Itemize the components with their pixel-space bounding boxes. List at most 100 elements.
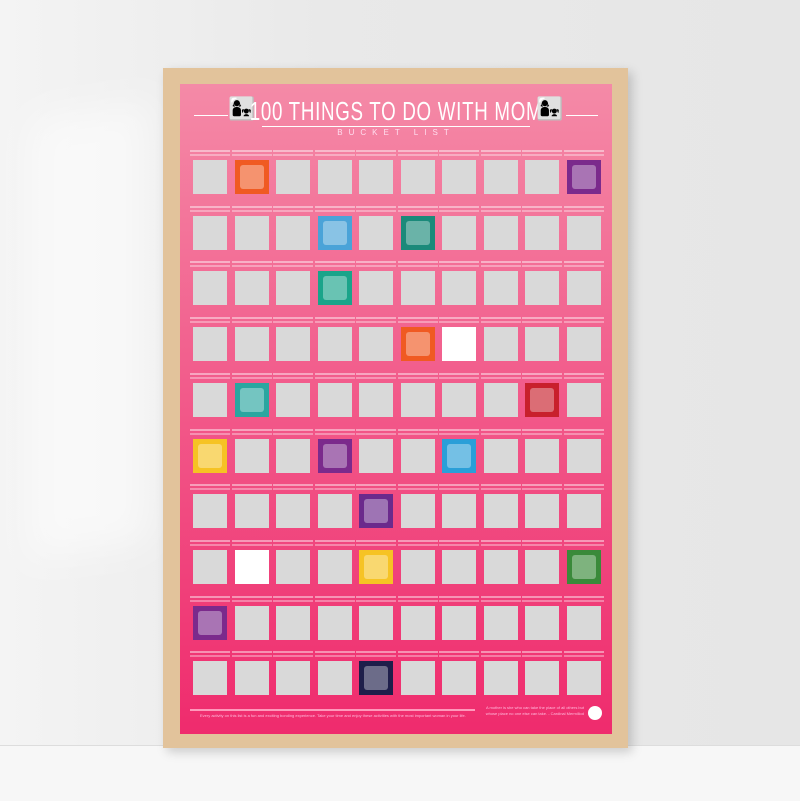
scratch-square[interactable] xyxy=(483,271,518,306)
scratch-square[interactable] xyxy=(566,549,601,584)
scratch-square[interactable] xyxy=(442,215,476,250)
scratch-square[interactable] xyxy=(525,549,559,584)
scratch-square[interactable] xyxy=(317,605,352,640)
scratch-square[interactable] xyxy=(566,327,601,362)
scratch-square[interactable] xyxy=(234,549,269,584)
scratch-square[interactable] xyxy=(317,661,352,696)
scratch-square[interactable] xyxy=(234,327,269,362)
scratch-square[interactable] xyxy=(400,438,435,473)
scratch-square[interactable] xyxy=(400,382,435,417)
scratch-square[interactable] xyxy=(483,549,518,584)
scratch-square[interactable] xyxy=(234,215,269,250)
scratch-square[interactable] xyxy=(193,271,227,306)
scratch-square[interactable] xyxy=(566,382,601,417)
scratch-square[interactable] xyxy=(525,382,559,417)
scratch-square[interactable] xyxy=(359,438,393,473)
scratch-square[interactable] xyxy=(276,327,310,362)
scratch-square[interactable] xyxy=(234,661,269,696)
scratch-square[interactable] xyxy=(400,215,435,250)
scratch-square[interactable] xyxy=(317,215,352,250)
scratch-square[interactable] xyxy=(566,160,601,194)
scratch-square[interactable] xyxy=(483,160,518,194)
scratch-square[interactable] xyxy=(400,327,435,362)
scratch-square[interactable] xyxy=(317,549,352,584)
scratch-square[interactable] xyxy=(234,494,269,529)
scratch-square[interactable] xyxy=(359,382,393,417)
scratch-square[interactable] xyxy=(566,494,601,529)
scratch-square[interactable] xyxy=(483,438,518,473)
scratch-square[interactable] xyxy=(193,327,227,362)
scratch-square[interactable] xyxy=(442,271,476,306)
scratch-square[interactable] xyxy=(483,215,518,250)
scratch-square[interactable] xyxy=(276,661,310,696)
scratch-square[interactable] xyxy=(193,160,227,194)
scratch-square[interactable] xyxy=(317,271,352,306)
scratch-square[interactable] xyxy=(400,271,435,306)
scratch-square[interactable] xyxy=(234,160,269,194)
scratch-square[interactable] xyxy=(359,327,393,362)
scratch-square[interactable] xyxy=(193,549,227,584)
scratch-square[interactable] xyxy=(193,605,227,640)
scratch-square[interactable] xyxy=(525,605,559,640)
scratch-square[interactable] xyxy=(276,271,310,306)
scratch-square[interactable] xyxy=(359,215,393,250)
scratch-square[interactable] xyxy=(317,382,352,417)
scratch-square[interactable] xyxy=(400,661,435,696)
scratch-square[interactable] xyxy=(525,494,559,529)
scratch-square[interactable] xyxy=(359,160,393,194)
scratch-square[interactable] xyxy=(234,271,269,306)
scratch-square[interactable] xyxy=(442,438,476,473)
scratch-square[interactable] xyxy=(400,494,435,529)
scratch-square[interactable] xyxy=(400,549,435,584)
scratch-square[interactable] xyxy=(525,271,559,306)
scratch-square[interactable] xyxy=(276,215,310,250)
scratch-square[interactable] xyxy=(234,438,269,473)
scratch-square[interactable] xyxy=(525,438,559,473)
scratch-square[interactable] xyxy=(442,661,476,696)
scratch-square[interactable] xyxy=(483,382,518,417)
scratch-square[interactable] xyxy=(276,549,310,584)
scratch-square[interactable] xyxy=(566,215,601,250)
scratch-square[interactable] xyxy=(483,327,518,362)
scratch-square[interactable] xyxy=(566,661,601,696)
scratch-square[interactable] xyxy=(359,494,393,529)
scratch-square[interactable] xyxy=(193,215,227,250)
scratch-square[interactable] xyxy=(193,661,227,696)
scratch-square[interactable] xyxy=(483,494,518,529)
scratch-square[interactable] xyxy=(317,160,352,194)
scratch-square[interactable] xyxy=(276,160,310,194)
scratch-square[interactable] xyxy=(442,327,476,362)
scratch-square[interactable] xyxy=(193,494,227,529)
scratch-square[interactable] xyxy=(483,661,518,696)
scratch-square[interactable] xyxy=(525,661,559,696)
scratch-square[interactable] xyxy=(566,438,601,473)
scratch-square[interactable] xyxy=(442,605,476,640)
scratch-square[interactable] xyxy=(276,382,310,417)
scratch-square[interactable] xyxy=(359,271,393,306)
scratch-square[interactable] xyxy=(359,661,393,696)
scratch-square[interactable] xyxy=(317,494,352,529)
scratch-square[interactable] xyxy=(400,605,435,640)
scratch-square[interactable] xyxy=(234,605,269,640)
scratch-square[interactable] xyxy=(525,160,559,194)
scratch-square[interactable] xyxy=(359,605,393,640)
scratch-square[interactable] xyxy=(483,605,518,640)
scratch-square[interactable] xyxy=(276,494,310,529)
scratch-square[interactable] xyxy=(442,382,476,417)
scratch-square[interactable] xyxy=(400,160,435,194)
scratch-square[interactable] xyxy=(442,494,476,529)
scratch-square[interactable] xyxy=(566,605,601,640)
scratch-square[interactable] xyxy=(317,327,352,362)
scratch-square[interactable] xyxy=(234,382,269,417)
scratch-square[interactable] xyxy=(442,160,476,194)
scratch-square[interactable] xyxy=(525,327,559,362)
scratch-square[interactable] xyxy=(193,438,227,473)
scratch-square[interactable] xyxy=(276,605,310,640)
scratch-square[interactable] xyxy=(276,438,310,473)
scratch-square[interactable] xyxy=(359,549,393,584)
scratch-square[interactable] xyxy=(317,438,352,473)
scratch-square[interactable] xyxy=(193,382,227,417)
scratch-square[interactable] xyxy=(442,549,476,584)
scratch-square[interactable] xyxy=(566,271,601,306)
scratch-square[interactable] xyxy=(525,215,559,250)
